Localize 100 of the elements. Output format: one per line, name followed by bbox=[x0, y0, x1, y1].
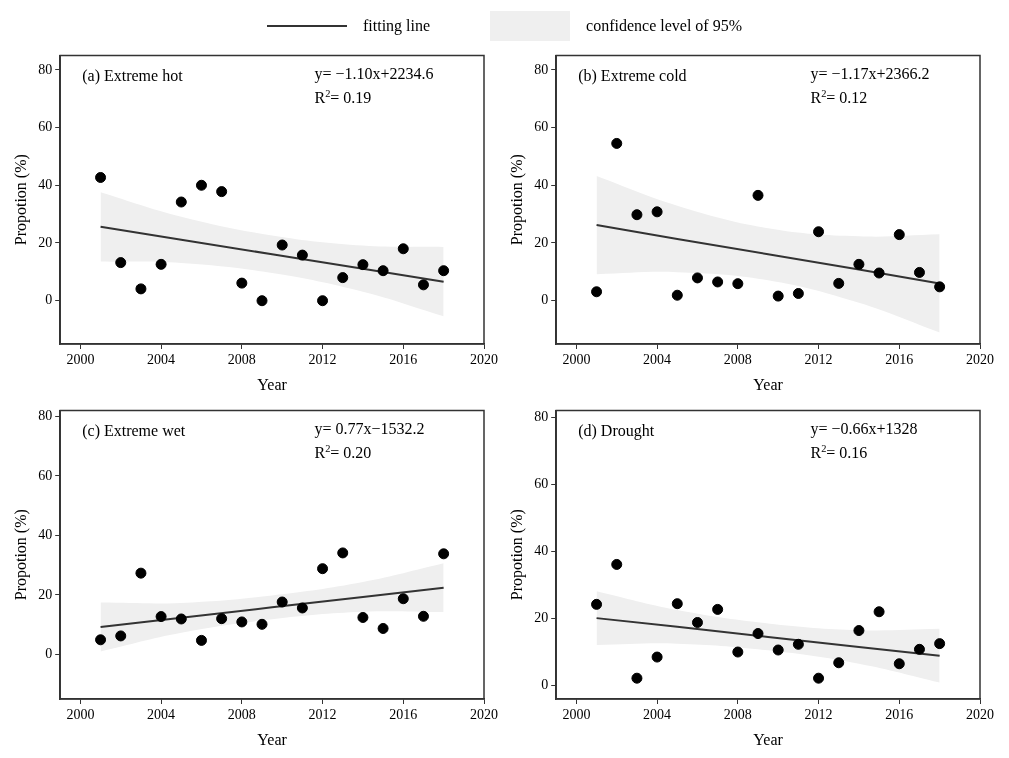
y-axis-title: Propotion (%) bbox=[11, 509, 30, 601]
x-tick-label: 2016 bbox=[885, 707, 914, 723]
x-tick-label: 2016 bbox=[389, 707, 418, 723]
x-tick-label: 2008 bbox=[723, 352, 752, 368]
point bbox=[792, 638, 804, 650]
y-tick-label: 40 bbox=[534, 543, 549, 559]
annotation: y= −1.10x+2234.6 bbox=[314, 65, 434, 84]
legend-label: fitting line bbox=[362, 17, 431, 35]
x-tick-label: 2004 bbox=[643, 707, 672, 723]
point bbox=[913, 643, 925, 655]
point bbox=[337, 547, 349, 559]
point bbox=[95, 171, 107, 183]
x-tick-label: 2004 bbox=[643, 352, 672, 368]
text: (b) Extreme cold bbox=[578, 67, 687, 86]
y-tick-label: 0 bbox=[45, 292, 53, 308]
point bbox=[712, 276, 724, 288]
y-tick-label: 0 bbox=[45, 646, 53, 662]
x-tick-label: 2004 bbox=[147, 707, 176, 723]
y-axis-title: Propotion (%) bbox=[507, 154, 526, 246]
point bbox=[833, 657, 845, 669]
point bbox=[772, 290, 784, 302]
x-tick-label: 2000 bbox=[66, 707, 95, 723]
x-tick-label: 2012 bbox=[804, 707, 833, 723]
point bbox=[893, 229, 905, 241]
x-tick-label: 2012 bbox=[308, 707, 337, 723]
point bbox=[651, 206, 663, 218]
point bbox=[611, 558, 623, 570]
point bbox=[256, 295, 268, 307]
y-tick-label: 60 bbox=[38, 467, 53, 483]
point bbox=[135, 283, 147, 295]
point bbox=[671, 289, 683, 301]
point bbox=[236, 277, 248, 289]
x-tick-label: 2000 bbox=[562, 352, 591, 368]
point bbox=[813, 672, 825, 684]
point bbox=[813, 226, 825, 238]
point bbox=[651, 651, 663, 663]
point bbox=[276, 239, 288, 251]
point bbox=[115, 630, 127, 642]
x-axis-title: Year bbox=[257, 730, 288, 748]
point bbox=[591, 598, 603, 610]
point bbox=[195, 179, 207, 191]
point bbox=[732, 646, 744, 658]
y-tick-label: 40 bbox=[38, 176, 53, 192]
y-tick-label: 0 bbox=[541, 677, 549, 693]
point bbox=[417, 279, 429, 291]
x-tick-label: 2020 bbox=[966, 707, 994, 723]
point bbox=[934, 638, 946, 650]
point bbox=[397, 593, 409, 605]
y-tick-label: 80 bbox=[534, 61, 549, 77]
annotation: y= −1.17x+2366.2 bbox=[810, 65, 930, 84]
point bbox=[438, 548, 450, 560]
point bbox=[95, 634, 107, 646]
y-tick-label: 40 bbox=[38, 527, 53, 543]
point bbox=[438, 265, 450, 277]
text: (d) Drought bbox=[578, 422, 655, 441]
text: (a) Extreme hot bbox=[82, 67, 184, 86]
point bbox=[853, 625, 865, 637]
point bbox=[377, 622, 389, 634]
y-axis-title: Propotion (%) bbox=[11, 154, 30, 246]
point bbox=[155, 611, 167, 623]
x-tick-label: 2008 bbox=[227, 707, 256, 723]
point bbox=[357, 259, 369, 271]
point bbox=[752, 628, 764, 640]
point bbox=[873, 606, 885, 618]
x-tick-label: 2012 bbox=[308, 352, 337, 368]
point bbox=[772, 644, 784, 656]
y-axis-title: Propotion (%) bbox=[507, 509, 526, 601]
point bbox=[671, 598, 683, 610]
x-tick-label: 2012 bbox=[804, 352, 833, 368]
x-axis-title: Year bbox=[257, 375, 288, 393]
point bbox=[934, 281, 946, 293]
point bbox=[712, 603, 724, 615]
x-tick-label: 2016 bbox=[389, 352, 418, 368]
x-tick-label: 2020 bbox=[470, 352, 498, 368]
point bbox=[195, 634, 207, 646]
x-tick-label: 2008 bbox=[227, 352, 256, 368]
point bbox=[377, 265, 389, 277]
point bbox=[792, 288, 804, 299]
x-tick-label: 2016 bbox=[885, 352, 914, 368]
point bbox=[337, 272, 349, 284]
y-tick-label: 60 bbox=[534, 119, 549, 135]
y-tick-label: 60 bbox=[38, 119, 53, 135]
y-tick-label: 20 bbox=[38, 586, 53, 602]
point bbox=[397, 243, 409, 255]
point bbox=[732, 278, 744, 290]
point bbox=[135, 567, 147, 579]
y-tick-label: 60 bbox=[534, 475, 549, 491]
point bbox=[155, 258, 167, 270]
point bbox=[256, 618, 268, 630]
point bbox=[175, 613, 187, 625]
point bbox=[853, 258, 865, 270]
x-tick-label: 2000 bbox=[66, 352, 95, 368]
y-tick-label: 80 bbox=[534, 408, 549, 424]
text: (c) Extreme wet bbox=[82, 422, 186, 441]
point bbox=[357, 611, 369, 623]
point bbox=[175, 196, 187, 208]
point bbox=[296, 249, 308, 261]
y-tick-label: 20 bbox=[534, 234, 549, 250]
point bbox=[913, 266, 925, 278]
point bbox=[893, 658, 905, 670]
